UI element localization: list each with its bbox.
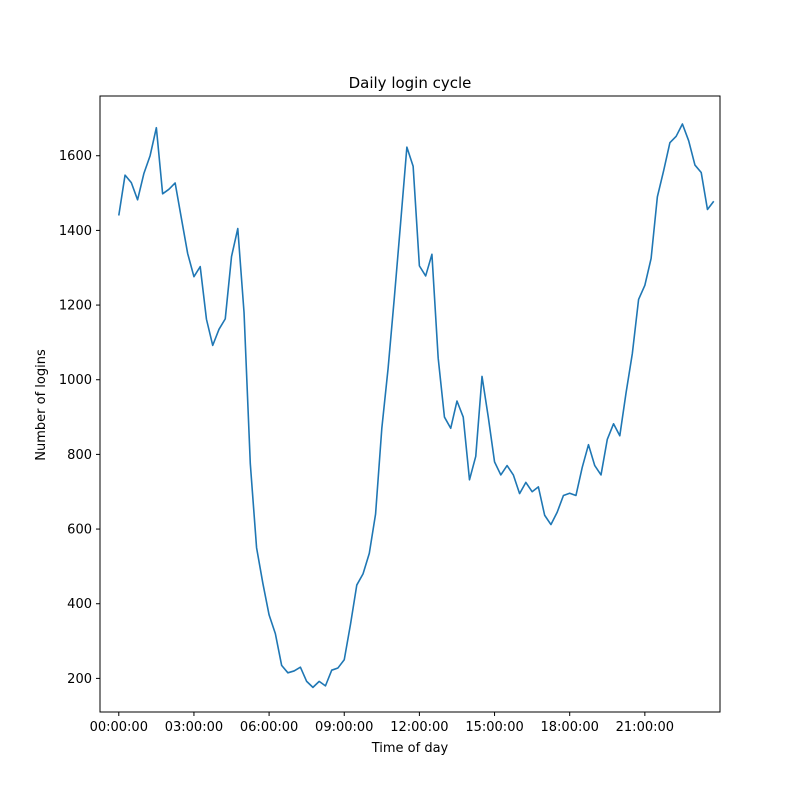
y-tick-label: 1600 xyxy=(59,149,92,164)
x-tick-label: 09:00:00 xyxy=(315,720,373,735)
x-tick-label: 12:00:00 xyxy=(390,720,448,735)
y-tick-label: 400 xyxy=(67,597,92,612)
y-tick-label: 800 xyxy=(67,448,92,463)
y-axis-label: Number of logins xyxy=(34,349,49,461)
plot-frame xyxy=(99,95,721,713)
y-tick-label: 600 xyxy=(67,523,92,538)
x-tick-label: 21:00:00 xyxy=(616,720,674,735)
series-line-0 xyxy=(117,123,715,689)
y-tick-label: 1000 xyxy=(59,373,92,388)
x-tick-label: 15:00:00 xyxy=(465,720,523,735)
x-axis-label: Time of day xyxy=(371,741,449,756)
y-axis: 200 400 600 800 1000 1200 1400 1600 xyxy=(59,149,100,687)
y-tick-label: 1400 xyxy=(59,224,92,239)
y-tick-label: 200 xyxy=(67,672,92,687)
x-tick-label: 18:00:00 xyxy=(541,720,599,735)
plot-area xyxy=(99,95,721,713)
x-tick-label: 03:00:00 xyxy=(165,720,223,735)
x-tick-label: 06:00:00 xyxy=(240,720,298,735)
chart-title: Daily login cycle xyxy=(349,74,472,92)
y-tick-label: 1200 xyxy=(59,299,92,314)
x-axis: 00:00:00 03:00:00 06:00:00 09:00:00 12:00:00… xyxy=(90,712,674,735)
x-tick-label: 00:00:00 xyxy=(90,720,148,735)
